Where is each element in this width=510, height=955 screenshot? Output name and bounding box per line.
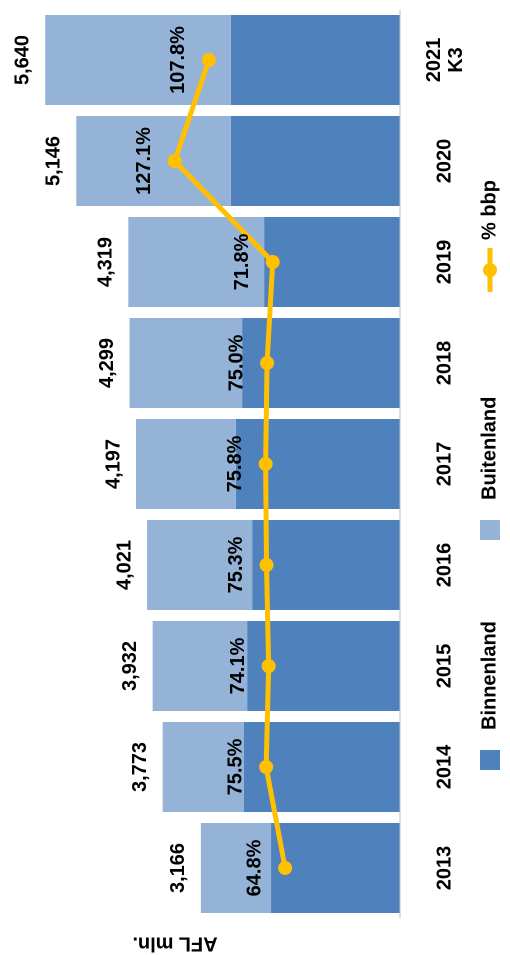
bar-segment	[252, 520, 400, 610]
value-label: 75.0%	[225, 334, 247, 391]
total-label: 3,932	[119, 641, 141, 691]
line-marker	[259, 558, 274, 572]
x-tick-label: 2018	[433, 341, 455, 386]
value-label: 75.3%	[225, 536, 247, 593]
total-label: 3,166	[167, 843, 189, 893]
legend-label: % bbp	[478, 180, 500, 240]
rotated-plot: 3,166 2013 3,773 2014 3,932 2015 4,021 2016 4,19…	[12, 9, 500, 955]
total-label: 4,197	[102, 439, 124, 489]
x-tick-label: 2013	[433, 846, 455, 891]
bar-segment	[147, 520, 253, 610]
total-label: 4,299	[96, 338, 118, 388]
bar-segment	[162, 722, 244, 812]
line-marker	[259, 760, 274, 774]
line-marker	[260, 356, 275, 370]
bar-segment	[271, 823, 401, 913]
bar-segment	[264, 217, 400, 307]
legend-swatch	[480, 520, 500, 540]
x-tick-label: 2017	[433, 442, 455, 487]
bar-segment	[76, 116, 231, 206]
bar-segment	[230, 116, 400, 206]
bar-segment	[129, 318, 243, 408]
total-label: 5,640	[12, 35, 34, 85]
total-label: 4,319	[95, 237, 117, 287]
y-axis-title: AFL mln.	[132, 933, 217, 955]
bar-segment	[200, 823, 272, 913]
bar-segment	[244, 722, 400, 812]
line-marker	[201, 53, 216, 67]
bar-segment	[242, 318, 400, 408]
line-marker	[258, 457, 273, 471]
x-tick-label: 2014	[433, 744, 455, 789]
line-marker	[167, 154, 182, 168]
value-label: 71.8%	[231, 233, 253, 290]
bar-segment	[247, 621, 400, 711]
bar-segment	[152, 621, 248, 711]
legend-swatch	[480, 750, 500, 770]
legend-marker	[483, 263, 497, 277]
legend-label: Buitenland	[478, 397, 500, 500]
x-tick-label: 2020	[433, 139, 455, 184]
line-marker	[261, 659, 276, 673]
x-tick-label: 2015	[433, 644, 455, 689]
total-label: 3,773	[129, 742, 151, 792]
total-label: 4,021	[113, 540, 135, 590]
legend-label: Binnenland	[478, 621, 500, 730]
x-tick-label: 2019	[433, 240, 455, 285]
line-marker	[265, 255, 280, 269]
value-label: 75.5%	[224, 738, 246, 795]
value-label: 74.1%	[227, 637, 249, 694]
bar-segment	[128, 217, 265, 307]
value-label: 75.8%	[224, 435, 246, 492]
value-label: 64.8%	[243, 839, 265, 896]
value-label: 127.1%	[133, 127, 155, 195]
total-label: 5,146	[43, 136, 65, 186]
bar-segment	[235, 419, 400, 509]
bar-segment	[135, 419, 236, 509]
bar-segment	[45, 15, 231, 105]
bar-segment	[230, 15, 400, 105]
x-tick-label: 2021K3	[423, 38, 467, 83]
line-marker	[278, 861, 293, 875]
value-label: 107.8%	[167, 26, 189, 94]
x-tick-label: 2016	[433, 543, 455, 588]
